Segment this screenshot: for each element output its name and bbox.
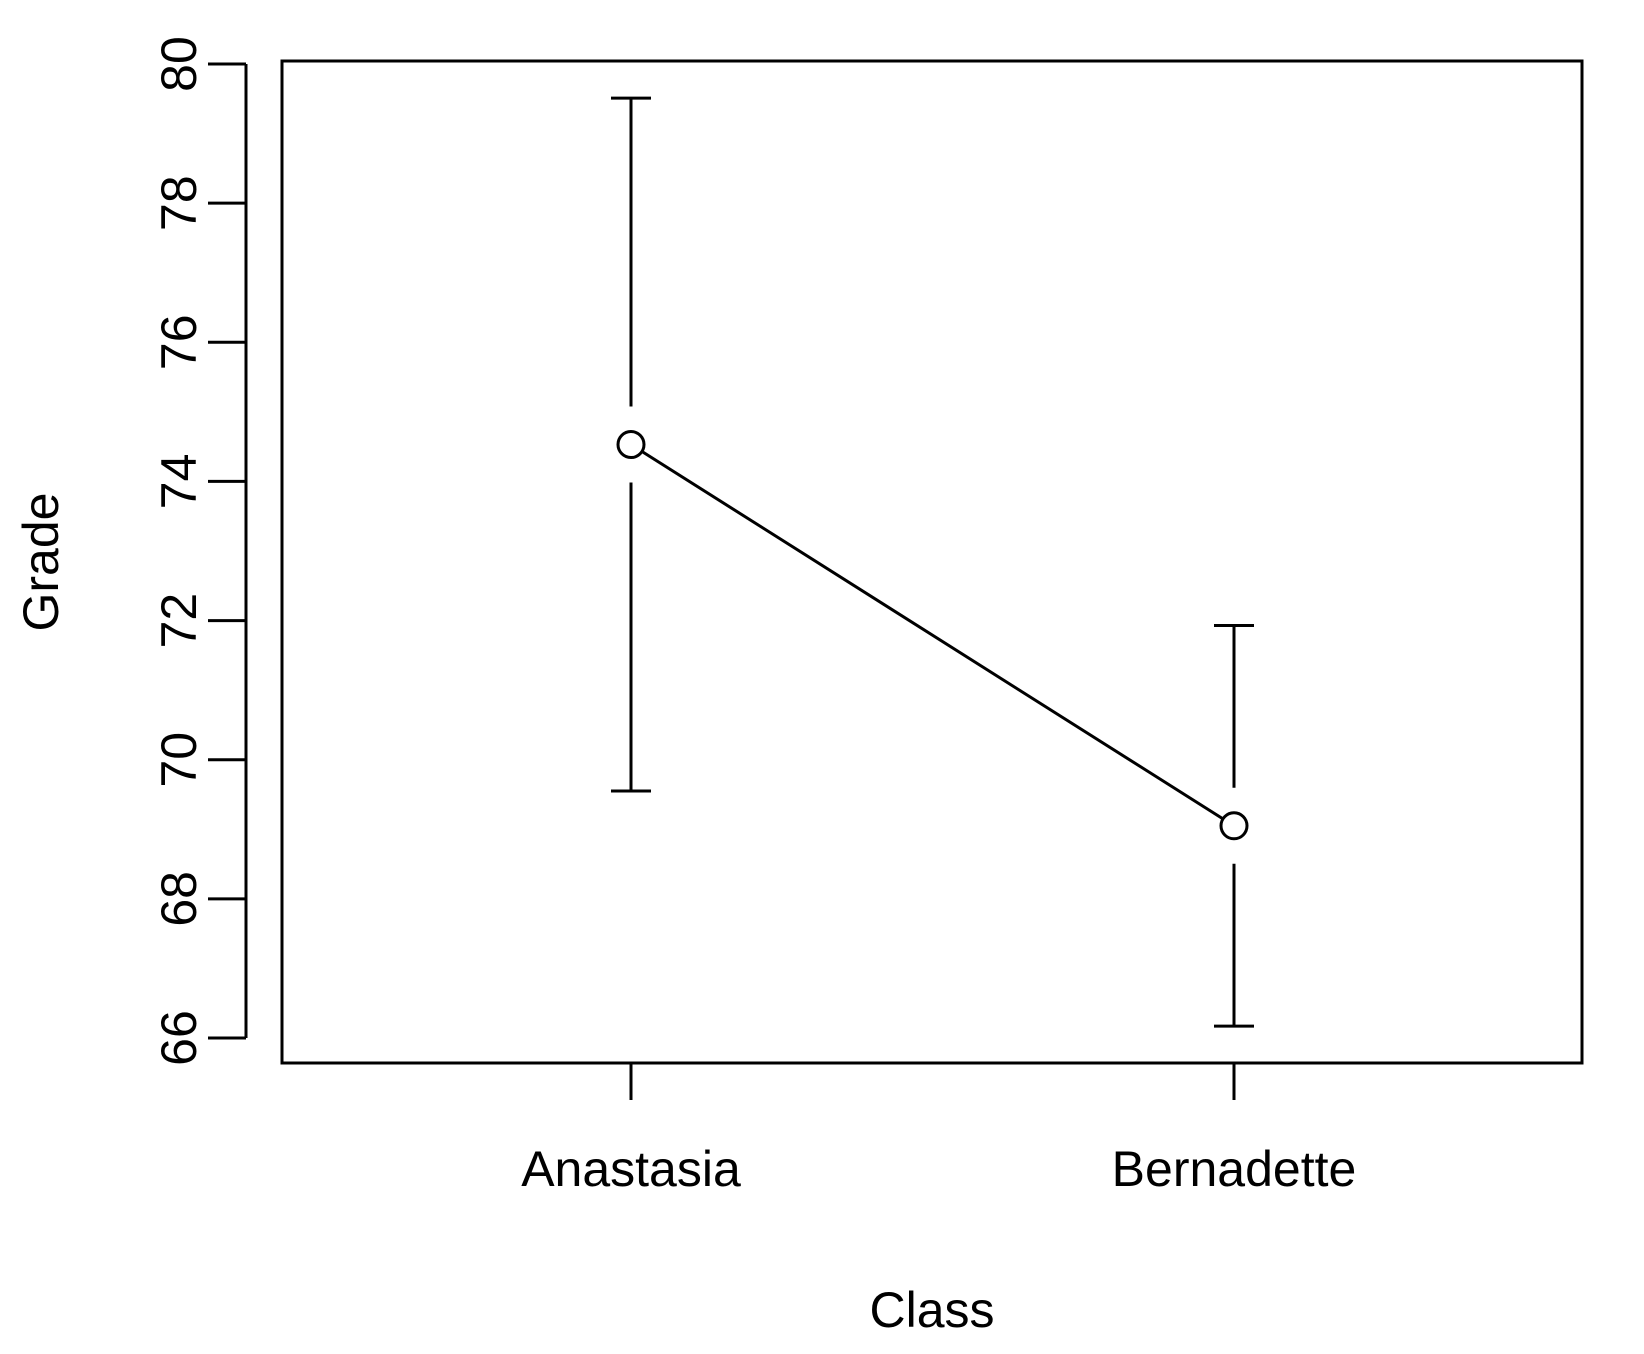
y-tick-label: 66 bbox=[151, 1010, 207, 1066]
x-tick-label: Anastasia bbox=[521, 1141, 741, 1197]
data-point bbox=[616, 430, 646, 460]
y-tick-label: 80 bbox=[151, 36, 207, 92]
y-tick-label: 74 bbox=[151, 454, 207, 510]
x-axis: Anastasia Bernadette bbox=[521, 1063, 1356, 1197]
data-point bbox=[1219, 811, 1249, 841]
x-tick-label: Bernadette bbox=[1112, 1141, 1357, 1197]
y-tick-label: 78 bbox=[151, 175, 207, 231]
y-tick-label: 70 bbox=[151, 732, 207, 788]
y-axis-title: Grade bbox=[13, 493, 69, 632]
y-tick-label: 68 bbox=[151, 871, 207, 927]
x-axis-title: Class bbox=[869, 1282, 994, 1338]
series-layer bbox=[611, 96, 1254, 1028]
y-tick-label: 72 bbox=[151, 593, 207, 649]
series-line bbox=[641, 450, 1224, 821]
y-tick-label: 76 bbox=[151, 314, 207, 370]
plot-frame bbox=[280, 59, 1584, 1065]
y-axis: 66 68 70 72 74 76 78 80 bbox=[151, 36, 248, 1066]
